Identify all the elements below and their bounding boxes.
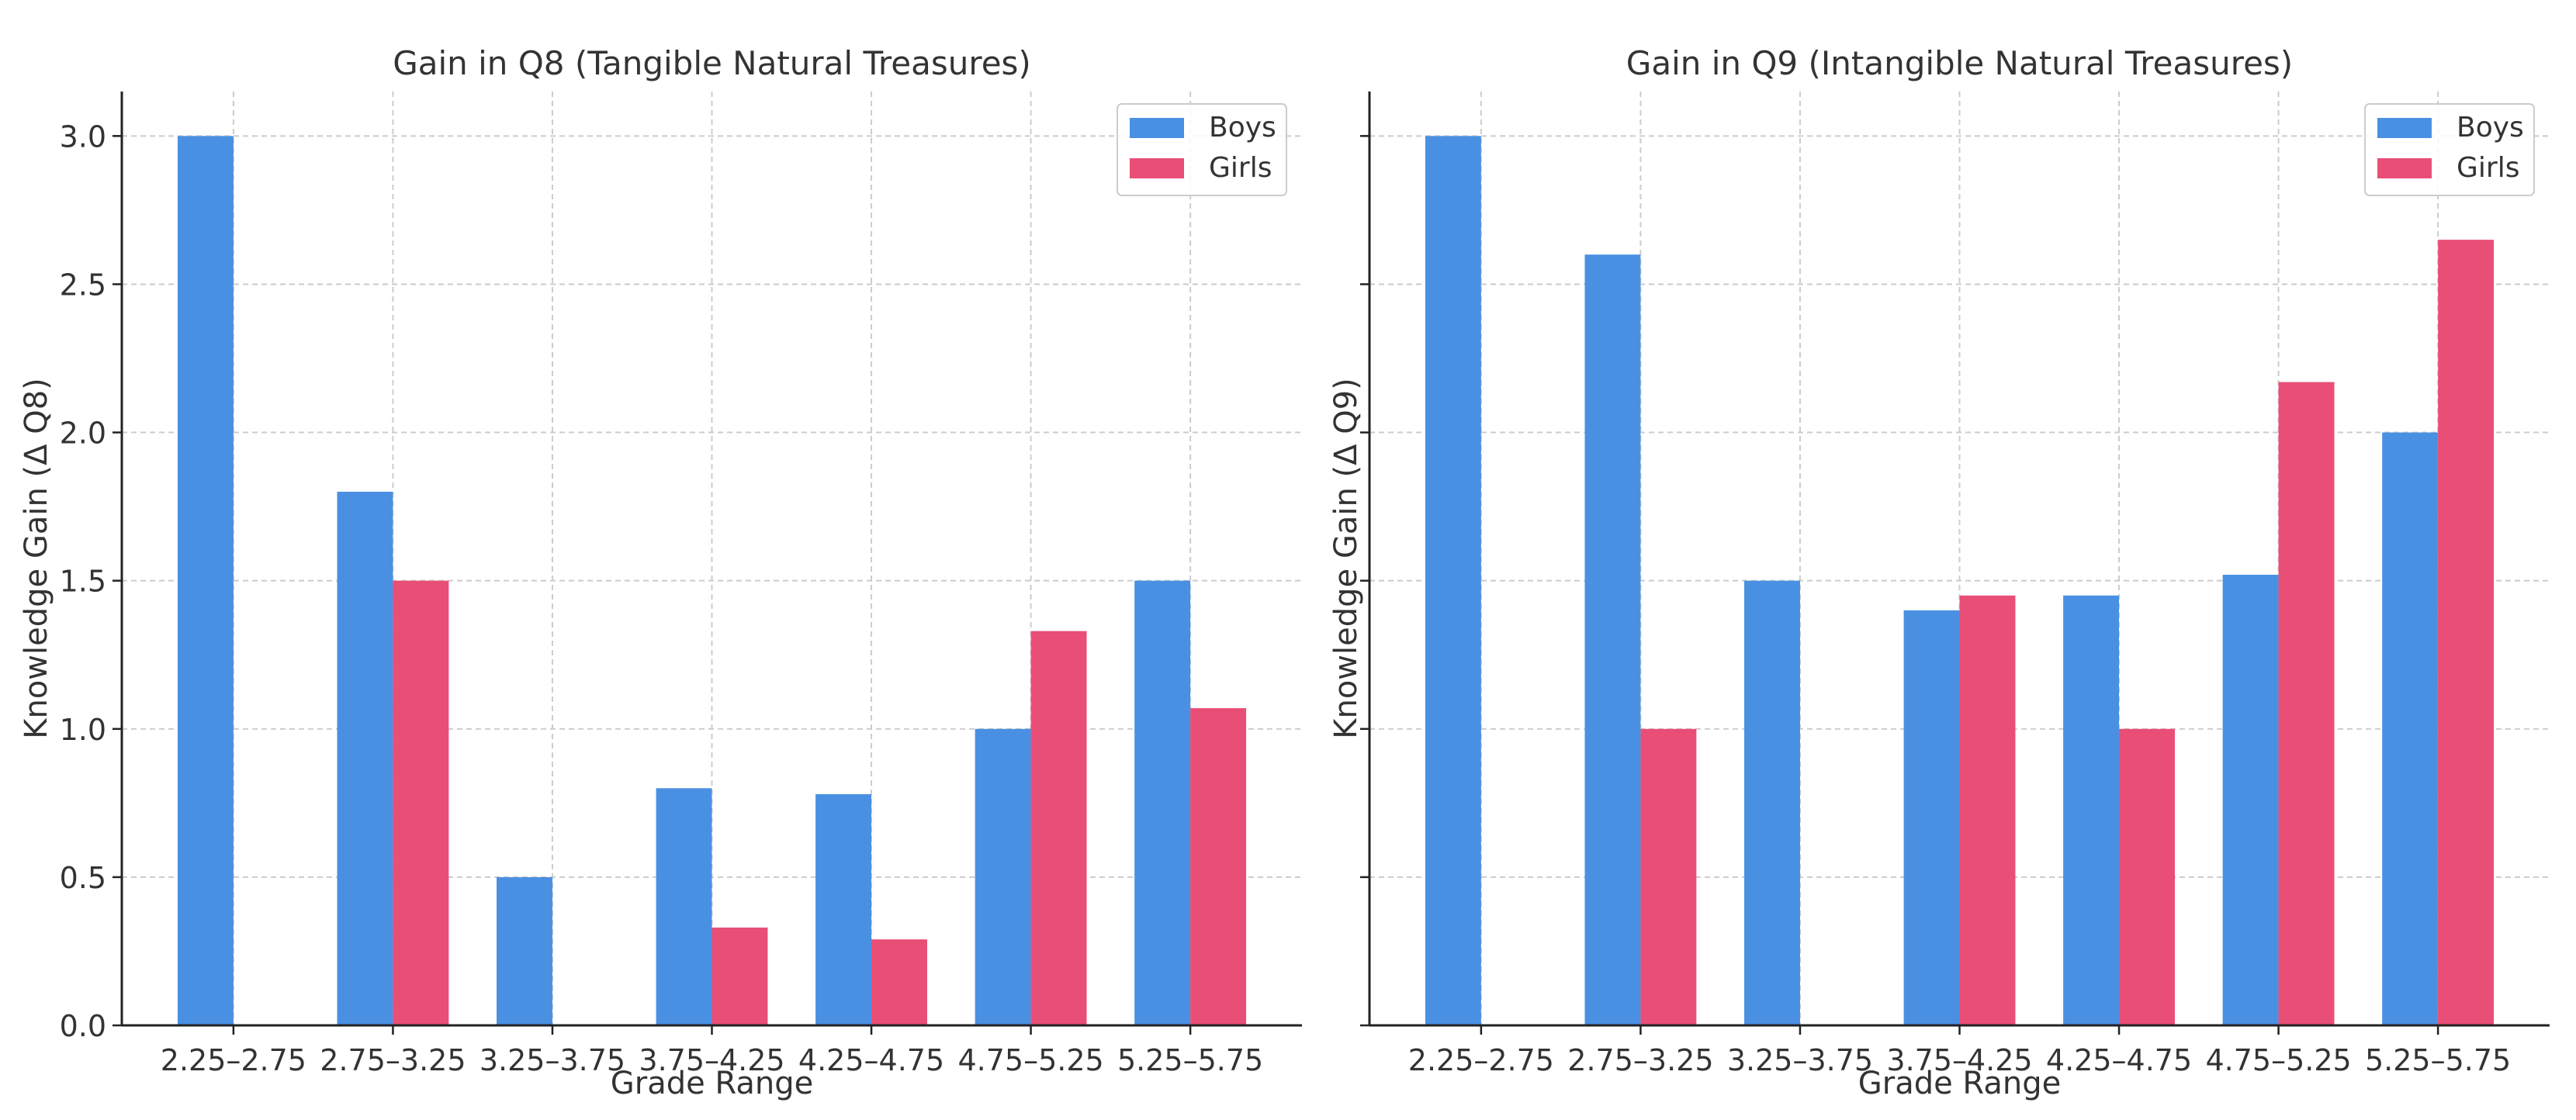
bar-boys-1 (1425, 136, 1481, 1025)
chart-panel-1: 0.0 0.5 1.0 1.5 2.0 2.5 3.0 2.25–2.75 2.75–3.25 3… (19, 44, 1302, 1101)
x-tick-label: 5.25–5.75 (2365, 1043, 2511, 1077)
y-tick-label: 1.0 (60, 713, 106, 747)
bar-boys-7 (2382, 432, 2439, 1025)
legend-label-boys: Boys (2457, 112, 2524, 143)
y-tick-label: 0.0 (60, 1009, 106, 1043)
bar-girls-4 (712, 927, 768, 1025)
bar-boys-7 (1134, 580, 1191, 1025)
bar-boys-4 (1903, 610, 1960, 1025)
bar-boys-2 (1584, 254, 1641, 1025)
legend: Boys Girls (1117, 103, 1287, 196)
x-tick-label: 2.75–3.25 (1567, 1043, 1713, 1077)
chart-title: Gain in Q9 (Intangible Natural Treasures… (1626, 44, 2293, 82)
bar-boys-5 (815, 793, 872, 1025)
y-tick-label: 0.5 (60, 861, 106, 895)
bar-boys-1 (177, 136, 234, 1025)
bar-boys-4 (656, 788, 712, 1025)
legend-swatch-girls (1130, 158, 1184, 178)
bar-girls-2 (393, 580, 449, 1025)
bar-boys-3 (497, 876, 552, 1025)
chart-panel-2: 2.25–2.75 2.75–3.25 3.25–3.75 3.75–4.25 4.25… (1328, 44, 2550, 1101)
bar-girls-5 (871, 939, 927, 1025)
y-tick-label: 1.5 (60, 565, 106, 599)
y-tick-label: 3.0 (60, 119, 106, 154)
legend-swatch-boys (1130, 118, 1184, 138)
bar-girls-5 (2119, 728, 2175, 1025)
legend-label-boys: Boys (1209, 112, 1276, 143)
y-tick-label: 2.5 (60, 268, 106, 302)
x-tick-label: 3.25–3.75 (480, 1043, 625, 1077)
legend-swatch-girls (2377, 158, 2432, 178)
x-tick-label: 2.25–2.75 (161, 1043, 306, 1077)
x-tick-label: 4.25–4.75 (798, 1043, 944, 1077)
bar-girls-4 (1959, 595, 2016, 1025)
legend-label-girls: Girls (2457, 152, 2519, 184)
legend-swatch-boys (2377, 118, 2432, 138)
x-tick-label: 4.75–5.25 (957, 1043, 1103, 1077)
x-axis-label: Grade Range (1858, 1066, 2061, 1101)
bar-boys-6 (2222, 575, 2279, 1025)
bar-girls-7 (2438, 240, 2495, 1026)
x-tick-label: 5.25–5.75 (1117, 1043, 1263, 1077)
legend: Boys Girls (2364, 103, 2535, 196)
x-tick-label: 3.75–4.25 (639, 1043, 784, 1077)
bar-boys-6 (975, 728, 1031, 1025)
legend-label-girls: Girls (1209, 152, 1272, 184)
y-axis-label: Knowledge Gain (Δ Q8) (19, 378, 54, 739)
bar-boys-5 (2063, 595, 2120, 1025)
bar-girls-7 (1190, 708, 1247, 1025)
bar-girls-6 (2278, 382, 2335, 1026)
x-tick-label: 3.75–4.25 (1886, 1043, 2032, 1077)
x-axis-label: Grade Range (611, 1066, 813, 1101)
x-tick-label: 2.25–2.75 (1408, 1043, 1554, 1077)
x-tick-label: 4.75–5.25 (2205, 1043, 2351, 1077)
x-tick-label: 2.75–3.25 (320, 1043, 466, 1077)
bar-girls-6 (1030, 631, 1087, 1025)
x-tick-label: 3.25–3.75 (1727, 1043, 1873, 1077)
bar-boys-2 (337, 492, 393, 1025)
chart-title: Gain in Q8 (Tangible Natural Treasures) (393, 44, 1031, 82)
bar-boys-3 (1744, 580, 1800, 1025)
bar-girls-2 (1640, 728, 1697, 1025)
y-axis-label: Knowledge Gain (Δ Q9) (1328, 378, 1364, 739)
y-tick-label: 2.0 (60, 417, 106, 451)
x-tick-label: 4.25–4.75 (2046, 1043, 2192, 1077)
